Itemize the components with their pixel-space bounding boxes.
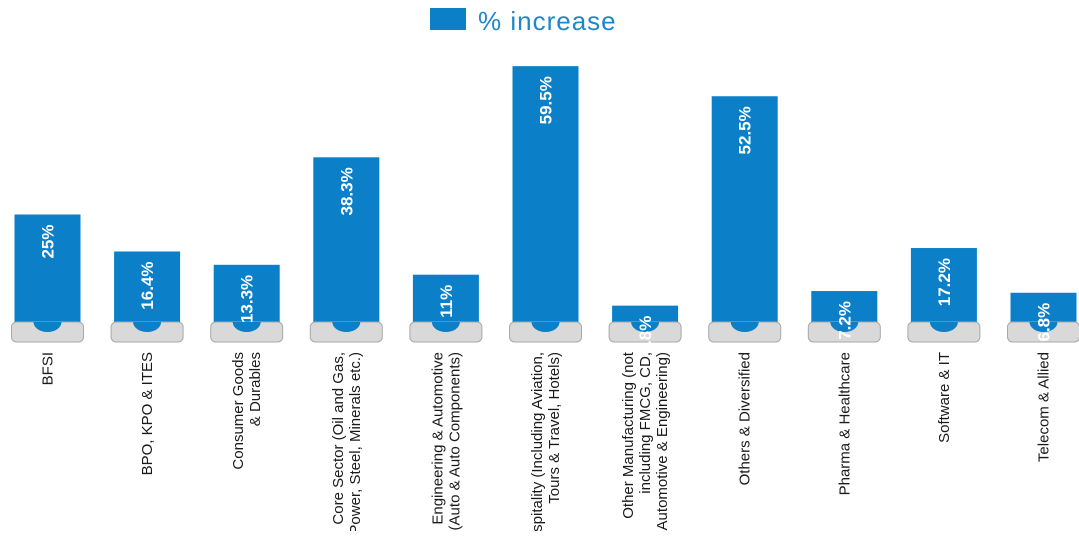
data-label: 38.3% — [337, 167, 356, 215]
category-label: Core Sector (Oil and Gas, — [330, 352, 347, 525]
legend: % increase — [430, 6, 617, 36]
category-label: BPO, KPO & ITES — [139, 352, 156, 475]
category-label: (Auto & Auto Components) — [446, 352, 463, 530]
data-label: 6.8% — [1035, 303, 1054, 342]
category-label: BFSI — [40, 352, 57, 385]
data-label: 3.8% — [636, 316, 655, 355]
category-label: Telecom & Allied — [1036, 352, 1053, 462]
category-label: Power, Steel, Minerals etc.) — [347, 352, 364, 531]
category-label: Others & Diversified — [737, 352, 754, 485]
category-label: Software & IT — [936, 352, 953, 443]
category-label: Pharma & Healthcare — [836, 352, 853, 495]
category-label: Other Manufacturing (not — [620, 351, 637, 519]
data-label: 11% — [437, 285, 456, 318]
category-label: & Durables — [247, 352, 264, 426]
category-label: Consumer Goods — [230, 352, 247, 470]
data-label: 13.3% — [238, 275, 257, 323]
data-label: 59.5% — [537, 76, 556, 124]
data-label: 25% — [39, 225, 58, 259]
data-label: 7.2% — [835, 301, 854, 340]
bar-bases — [12, 322, 1079, 342]
category-label: Automotive & Engineering) — [654, 352, 671, 530]
data-label: 52.5% — [736, 106, 755, 154]
legend-swatch — [430, 8, 466, 30]
category-label: Tours & Travel, Hotels) — [546, 352, 563, 504]
data-label: 17.2% — [935, 258, 954, 306]
category-label: Engineering & Automotive — [429, 352, 446, 525]
category-label: Hospitality (Including Aviation, — [529, 352, 546, 531]
data-label: 16.4% — [138, 261, 157, 309]
category-label: including FMCG, CD, — [637, 352, 654, 494]
category-labels: BFSI BPO, KPO & ITES Consumer Goods& Durab… — [40, 351, 1053, 531]
legend-label: % increase — [478, 6, 617, 36]
